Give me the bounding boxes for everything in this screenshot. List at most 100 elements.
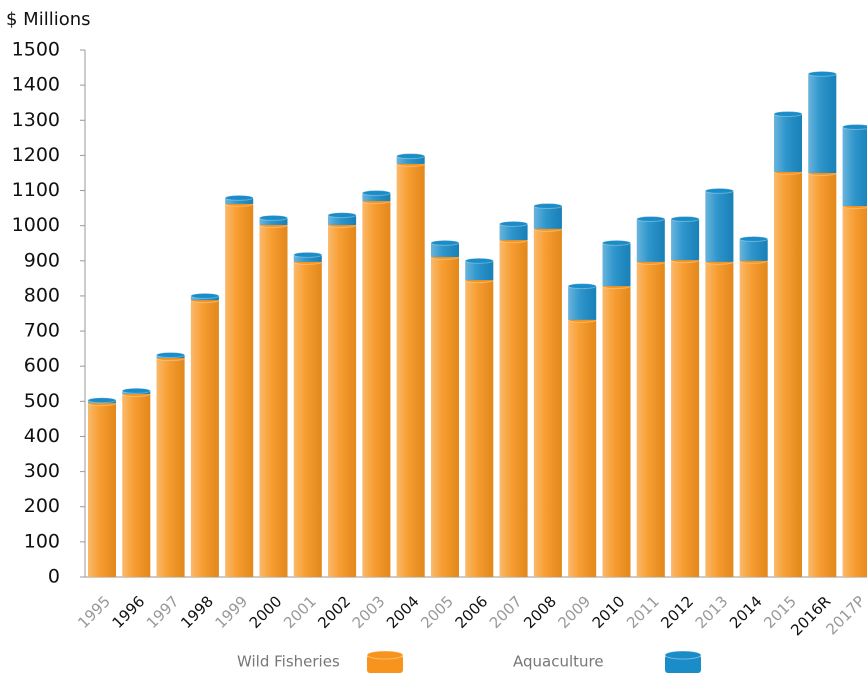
y-tick-label: 1400 bbox=[12, 74, 60, 96]
x-tick-label: 2009 bbox=[554, 592, 594, 632]
x-tick-label: 1999 bbox=[211, 592, 251, 632]
bar-shine bbox=[705, 261, 734, 577]
bar-shine bbox=[671, 218, 700, 261]
bar-shine bbox=[396, 163, 425, 577]
bar-shine bbox=[122, 393, 151, 577]
y-axis-label: $ Millions bbox=[6, 9, 91, 30]
x-tick-label: 2000 bbox=[246, 592, 286, 632]
bar-cap bbox=[670, 215, 700, 222]
bar-cap bbox=[842, 123, 867, 130]
y-tick-label: 400 bbox=[24, 425, 60, 447]
bar-shine bbox=[88, 403, 116, 577]
x-tick-label: 2007 bbox=[486, 592, 526, 632]
y-tick-label: 500 bbox=[24, 390, 60, 412]
bar-shine bbox=[328, 215, 357, 225]
bar-shine bbox=[293, 254, 322, 262]
bar-cap bbox=[567, 283, 597, 290]
x-tick-label: 2012 bbox=[657, 592, 697, 632]
bar-shine bbox=[568, 319, 597, 577]
bar-cap bbox=[327, 212, 357, 219]
y-tick-label: 1100 bbox=[12, 179, 60, 201]
x-tick-label: 2006 bbox=[452, 592, 492, 632]
bar-cap bbox=[807, 70, 837, 77]
bar-shine bbox=[705, 190, 734, 262]
bar-shine bbox=[636, 218, 665, 262]
bar-cap bbox=[396, 153, 426, 160]
bar-shine bbox=[293, 261, 322, 577]
y-tick-label: 1500 bbox=[12, 39, 60, 61]
legend-swatch-cap bbox=[664, 650, 702, 660]
bar-shine bbox=[774, 113, 802, 172]
bar-shine bbox=[533, 205, 562, 229]
legend-swatch bbox=[665, 655, 701, 673]
bar-cap bbox=[533, 202, 563, 209]
bar-shine bbox=[499, 223, 528, 241]
y-tick-label: 100 bbox=[24, 530, 60, 552]
y-tick-label: 900 bbox=[24, 249, 60, 271]
bar-shine bbox=[533, 228, 562, 577]
x-tick-label: 2001 bbox=[280, 592, 320, 632]
bar-shine bbox=[465, 280, 494, 577]
bar-shine bbox=[396, 156, 425, 164]
bar-cap bbox=[636, 215, 666, 222]
bar-cap bbox=[190, 292, 220, 299]
y-tick-label: 300 bbox=[24, 460, 60, 482]
x-tick-label: 1998 bbox=[177, 592, 217, 632]
bar-shine bbox=[259, 224, 288, 578]
bar-shine bbox=[568, 286, 597, 320]
x-tick-label: 2005 bbox=[417, 592, 457, 632]
bar-shine bbox=[431, 256, 459, 577]
bar-cap bbox=[739, 236, 769, 243]
bar-cap bbox=[361, 189, 391, 196]
bar-shine bbox=[362, 192, 391, 202]
bar-cap bbox=[121, 387, 151, 394]
bar-shine bbox=[225, 197, 254, 204]
x-tick-label: 2004 bbox=[383, 592, 423, 632]
bar-cap bbox=[464, 257, 494, 264]
y-tick-label: 800 bbox=[24, 284, 60, 306]
y-tick-label: 1300 bbox=[12, 109, 60, 131]
bar-shine bbox=[636, 261, 665, 577]
bar-cap bbox=[773, 110, 803, 117]
bar-shine bbox=[739, 260, 768, 577]
bar-shine bbox=[259, 217, 288, 225]
y-tick-label: 0 bbox=[48, 566, 60, 588]
y-tick-label: 1000 bbox=[12, 214, 60, 236]
x-tick-label: 1995 bbox=[74, 592, 114, 632]
bar-shine bbox=[156, 358, 185, 577]
x-tick-label: 2017P bbox=[822, 592, 867, 638]
bar-cap bbox=[293, 251, 323, 258]
x-tick-label: 1996 bbox=[109, 592, 149, 632]
x-tick-label: 2013 bbox=[692, 592, 732, 632]
x-tick-label: 2003 bbox=[349, 592, 389, 632]
x-tick-label: 1997 bbox=[143, 592, 183, 632]
bar-cap bbox=[704, 187, 734, 194]
legend-label: Aquaculture bbox=[513, 653, 604, 671]
bar-shine bbox=[602, 286, 631, 577]
x-tick-label: 2010 bbox=[589, 592, 629, 632]
x-tick-label: 2014 bbox=[726, 592, 766, 632]
bar-shine bbox=[431, 242, 459, 257]
x-tick-label: 2008 bbox=[520, 592, 560, 632]
bar-cap bbox=[430, 239, 460, 246]
bar-cap bbox=[156, 351, 186, 358]
bar-shine bbox=[842, 205, 867, 577]
y-tick-label: 1200 bbox=[12, 144, 60, 166]
bar-shine bbox=[842, 126, 867, 206]
bar-shine bbox=[225, 203, 254, 577]
bar-shine bbox=[808, 73, 837, 173]
bar-shine bbox=[774, 171, 802, 578]
bar-cap bbox=[224, 194, 254, 201]
y-tick-label: 700 bbox=[24, 320, 60, 342]
bar-cap bbox=[602, 239, 631, 246]
y-tick-label: 200 bbox=[24, 495, 60, 517]
bar-shine bbox=[602, 242, 631, 287]
x-tick-label: 2002 bbox=[314, 592, 354, 632]
bar-shine bbox=[362, 201, 391, 577]
bar-shine bbox=[739, 239, 768, 261]
bar-shine bbox=[499, 240, 528, 577]
legend-swatch bbox=[367, 655, 403, 673]
bar-shine bbox=[190, 300, 219, 577]
legend-label: Wild Fisheries bbox=[237, 653, 340, 671]
